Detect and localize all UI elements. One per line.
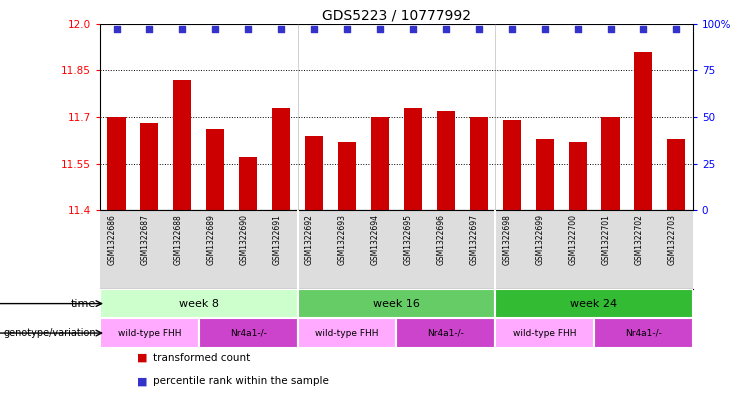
Text: GSM1322688: GSM1322688 (173, 214, 182, 265)
Text: wild-type FHH: wild-type FHH (513, 329, 576, 338)
Bar (436, 111, 455, 210)
Bar (239, 157, 257, 210)
Text: GSM1322697: GSM1322697 (470, 214, 479, 265)
Bar (173, 80, 191, 210)
Bar (107, 117, 125, 210)
Text: ■: ■ (137, 376, 147, 386)
Point (440, 26, 452, 32)
Text: GSM1322691: GSM1322691 (272, 214, 281, 265)
Text: week 8: week 8 (179, 299, 219, 309)
Text: Nr4a1-/-: Nr4a1-/- (230, 329, 267, 338)
Point (473, 26, 485, 32)
Text: week 16: week 16 (373, 299, 420, 309)
Bar (602, 117, 619, 210)
Bar (495, 289, 693, 318)
Point (144, 26, 156, 32)
Point (176, 26, 188, 32)
Text: week 24: week 24 (571, 299, 617, 309)
Point (308, 26, 320, 32)
Text: wild-type FHH: wild-type FHH (118, 329, 182, 338)
Text: GSM1322686: GSM1322686 (107, 214, 116, 265)
Point (242, 26, 254, 32)
Title: GDS5223 / 10777992: GDS5223 / 10777992 (322, 8, 471, 22)
Text: Nr4a1-/-: Nr4a1-/- (625, 329, 662, 338)
Text: GSM1322693: GSM1322693 (338, 214, 347, 265)
Text: GSM1322698: GSM1322698 (502, 214, 512, 265)
Text: GSM1322699: GSM1322699 (536, 214, 545, 265)
Bar (298, 289, 495, 318)
Bar (495, 318, 594, 348)
Text: ■: ■ (137, 353, 147, 363)
Bar (206, 129, 225, 210)
Bar (371, 117, 389, 210)
Point (110, 26, 122, 32)
Bar (140, 123, 159, 210)
Point (506, 26, 518, 32)
Bar (305, 136, 323, 210)
Bar (634, 51, 653, 210)
Point (374, 26, 386, 32)
Bar (100, 318, 199, 348)
Bar (568, 142, 587, 210)
Bar (470, 117, 488, 210)
Text: GSM1322687: GSM1322687 (141, 214, 150, 265)
Bar (594, 318, 693, 348)
Point (571, 26, 583, 32)
Point (407, 26, 419, 32)
Bar (100, 289, 298, 318)
Text: time: time (71, 299, 96, 309)
Text: percentile rank within the sample: percentile rank within the sample (153, 376, 329, 386)
Text: GSM1322696: GSM1322696 (437, 214, 446, 265)
Text: GSM1322689: GSM1322689 (206, 214, 216, 265)
Text: GSM1322695: GSM1322695 (404, 214, 413, 265)
Text: GSM1322692: GSM1322692 (305, 214, 314, 265)
Point (605, 26, 617, 32)
Bar (272, 108, 290, 210)
Text: Nr4a1-/-: Nr4a1-/- (428, 329, 465, 338)
Bar (536, 139, 554, 210)
Point (637, 26, 649, 32)
Text: wild-type FHH: wild-type FHH (315, 329, 379, 338)
Text: genotype/variation: genotype/variation (4, 328, 96, 338)
Text: transformed count: transformed count (153, 353, 250, 363)
Point (210, 26, 222, 32)
Point (539, 26, 551, 32)
Bar (396, 318, 495, 348)
Bar (668, 139, 685, 210)
Point (671, 26, 682, 32)
Bar (199, 318, 298, 348)
Point (341, 26, 353, 32)
Text: GSM1322694: GSM1322694 (371, 214, 380, 265)
Text: GSM1322701: GSM1322701 (602, 214, 611, 265)
Bar (502, 120, 521, 210)
Bar (338, 142, 356, 210)
Point (275, 26, 287, 32)
Bar (298, 318, 396, 348)
Text: GSM1322703: GSM1322703 (668, 214, 677, 265)
Text: GSM1322702: GSM1322702 (634, 214, 643, 265)
Text: GSM1322690: GSM1322690 (239, 214, 248, 265)
Text: GSM1322700: GSM1322700 (568, 214, 577, 265)
Bar (404, 108, 422, 210)
